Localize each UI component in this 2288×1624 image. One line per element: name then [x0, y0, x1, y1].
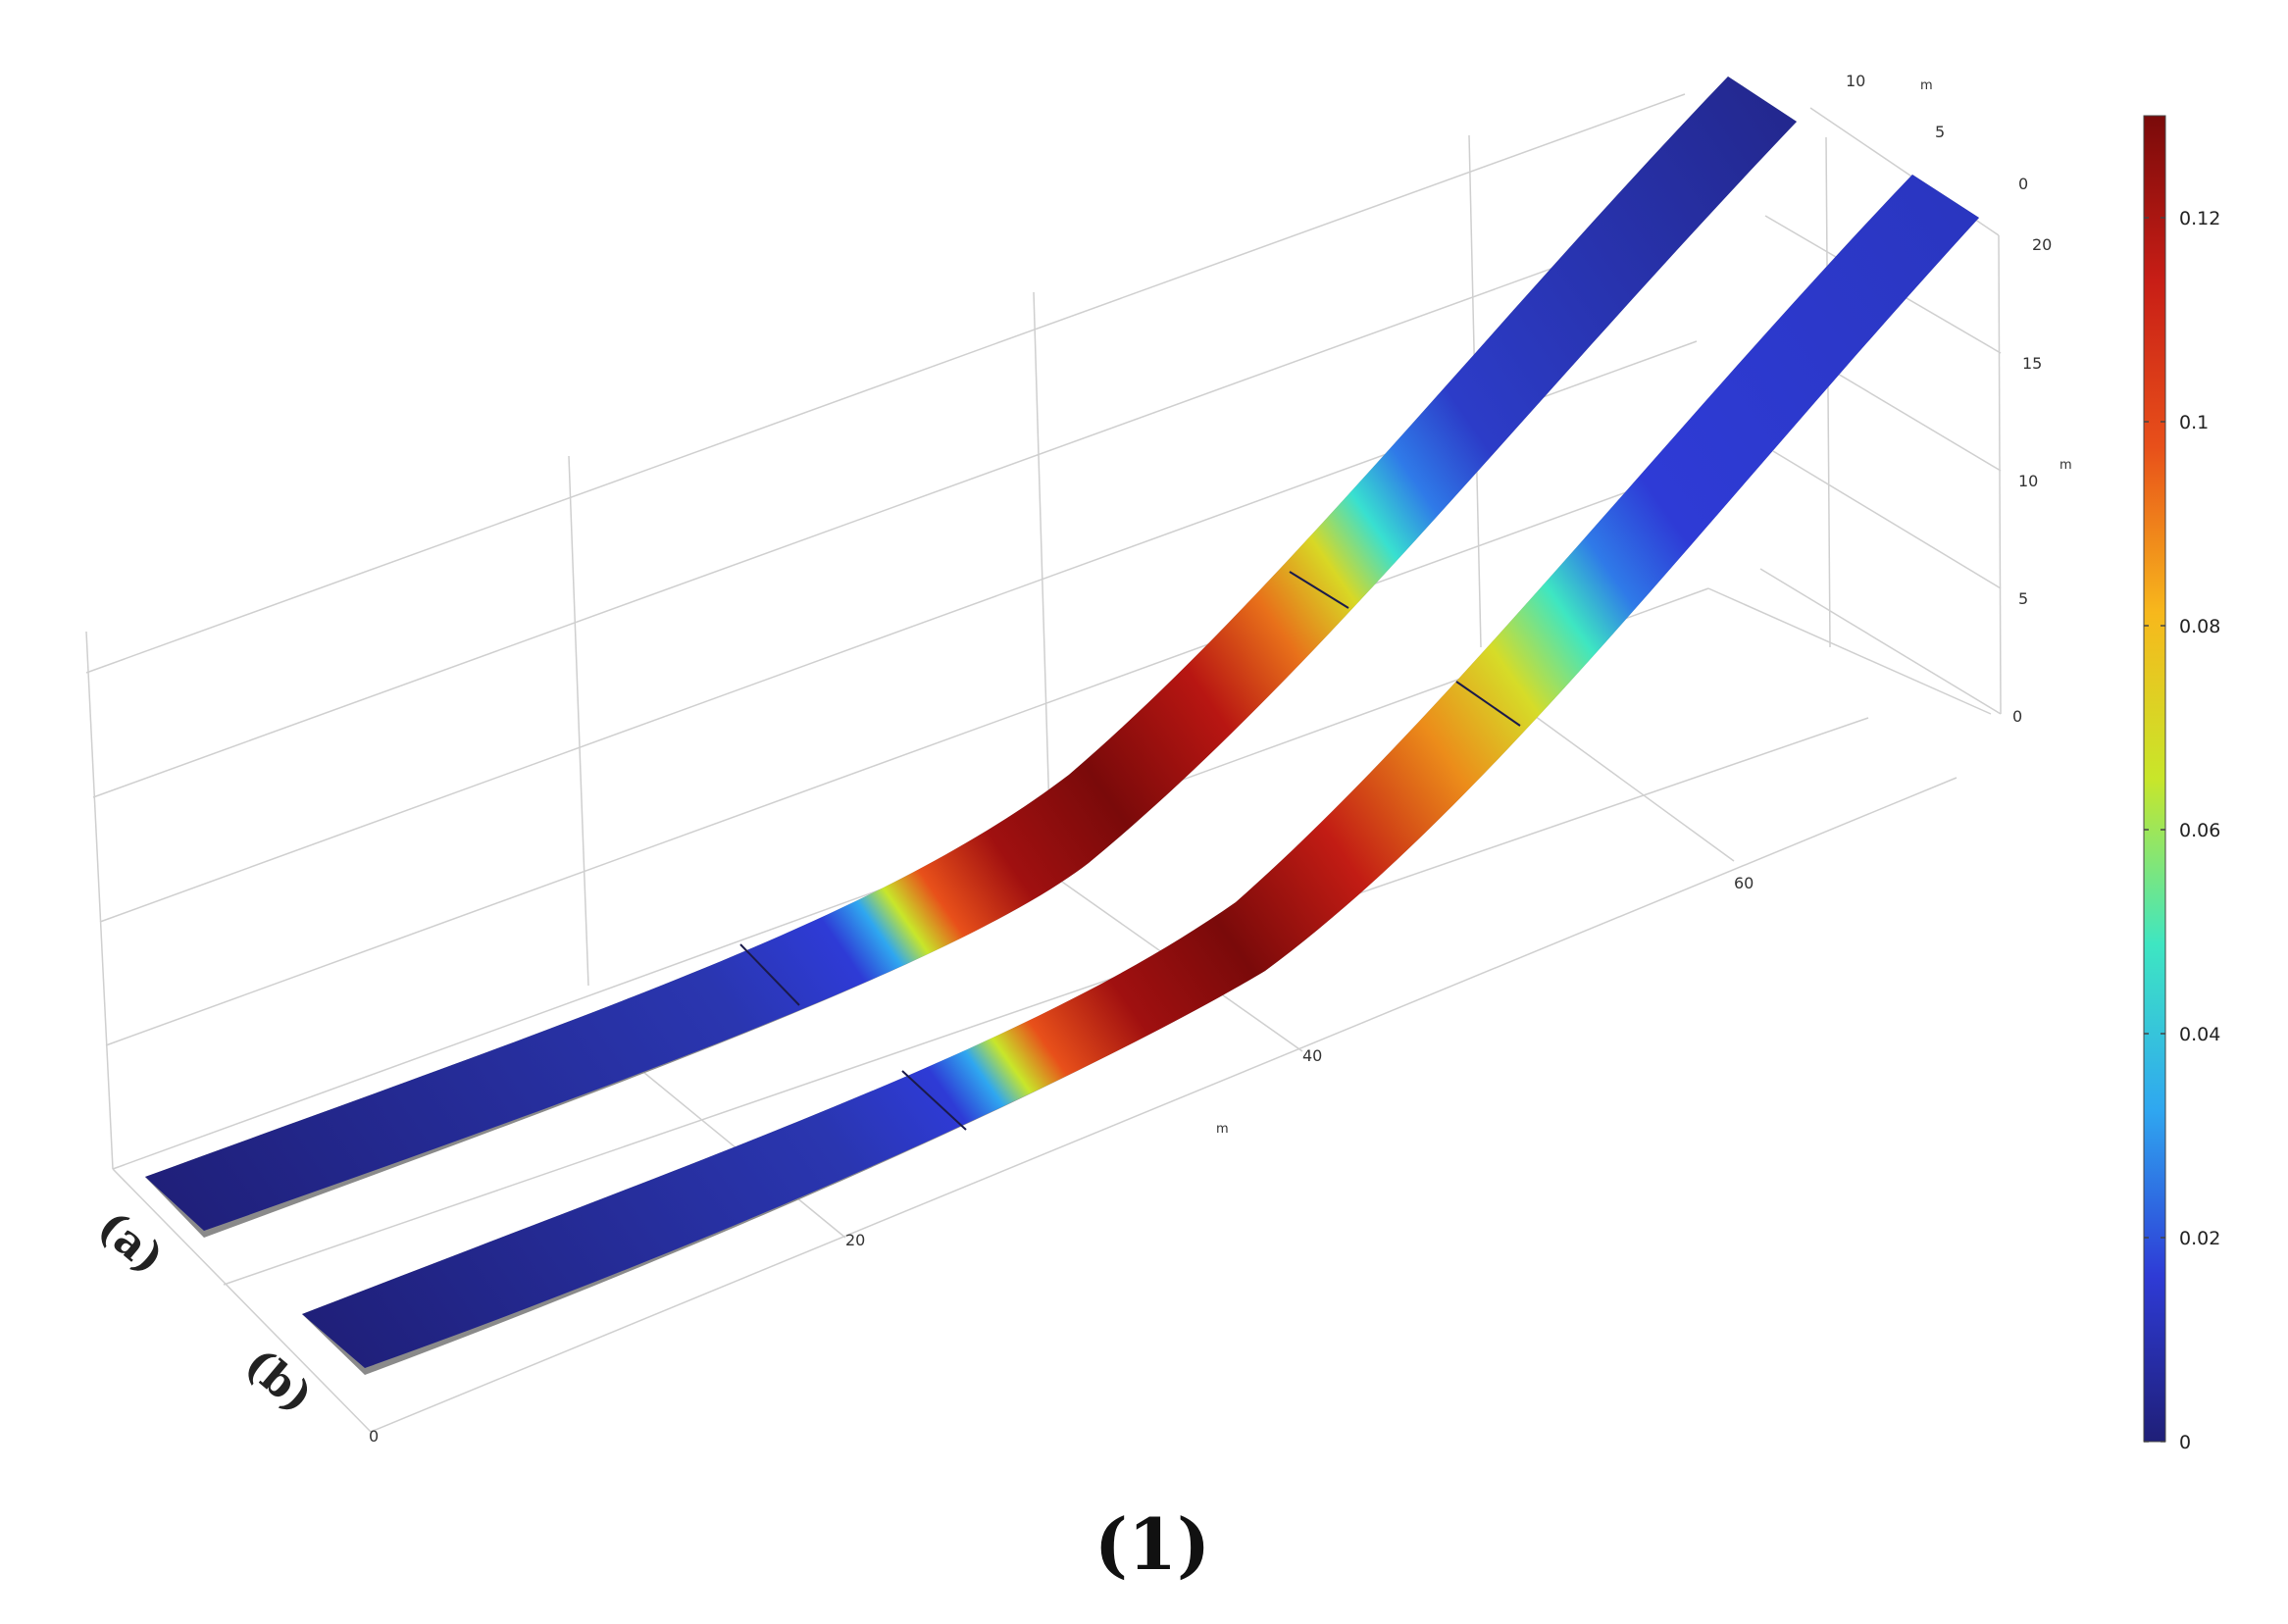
strip-label-a: (a)	[88, 1201, 174, 1284]
strip-label-b: (b)	[235, 1339, 322, 1423]
strip-b-segment-line	[1455, 681, 1521, 727]
colorbar-bar	[2143, 115, 2166, 1443]
z-tick-label: 15	[2022, 354, 2042, 373]
y-axis-unit: m	[1920, 78, 1933, 93]
z-tick-label: 20	[2032, 235, 2052, 254]
x-axis-unit: m	[1216, 1122, 1229, 1137]
colorbar-tick-label: 0.08	[2179, 616, 2220, 637]
z-axis: 20 15 10 5 0 m	[2012, 235, 2072, 726]
x-tick-label: 20	[845, 1231, 865, 1249]
x-axis: 0 20 40 60 m	[369, 874, 1754, 1446]
x-tick-label: 60	[1734, 874, 1754, 892]
colorbar-tick-label: 0.04	[2179, 1024, 2220, 1045]
strip-a-surface	[145, 76, 1797, 1231]
colorbar-tick-label: 0.12	[2179, 208, 2220, 229]
z-tick-label: 0	[2012, 707, 2022, 726]
colorbar-tick-label: 0.1	[2179, 412, 2209, 433]
colorbar-ticks: 0.12 0.1 0.08 0.06 0.04 0.02 0	[2144, 208, 2220, 1453]
y-axis: 10 5 0 m	[1846, 72, 2028, 193]
colorbar: 0.12 0.1 0.08 0.06 0.04 0.02 0	[2143, 115, 2220, 1453]
strip-b-surface	[302, 175, 1979, 1368]
y-tick-label: 0	[2018, 175, 2028, 193]
strip-a	[145, 76, 1797, 1238]
strip-b	[302, 175, 1979, 1375]
strip-a-segment-line	[1289, 571, 1349, 609]
x-tick-label: 0	[369, 1427, 379, 1446]
z-axis-unit: m	[2059, 458, 2072, 473]
y-tick-label: 5	[1935, 123, 1945, 141]
strip-a-segment-line	[739, 943, 800, 1006]
colorbar-tick-label: 0.06	[2179, 820, 2220, 841]
colorbar-tick-label: 0	[2179, 1432, 2191, 1453]
figure-caption: (1)	[1094, 1502, 1210, 1586]
y-tick-label: 10	[1846, 72, 1865, 90]
z-tick-label: 10	[2018, 472, 2038, 490]
strip-b-segment-line	[901, 1070, 967, 1131]
x-tick-label: 40	[1302, 1046, 1322, 1065]
colorbar-tick-label: 0.02	[2179, 1228, 2220, 1249]
z-tick-label: 5	[2018, 589, 2028, 608]
back-wall-grid	[85, 93, 1709, 1170]
